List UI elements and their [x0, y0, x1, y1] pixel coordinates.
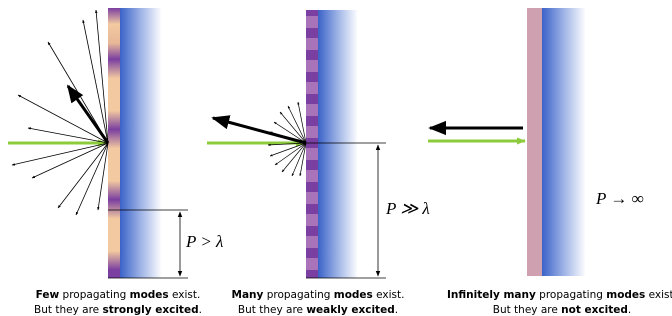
caption-segment: Many	[232, 289, 264, 301]
caption-line: But they are weakly excited.	[238, 304, 398, 316]
period-label: P → ∞	[595, 189, 644, 208]
caption-segment: propagating	[536, 289, 606, 301]
caption-segment: But they are	[493, 304, 561, 316]
caption-segment: modes	[130, 289, 169, 301]
substrate	[120, 8, 162, 278]
caption-line: Infinitely many propagating modes exist.	[447, 289, 672, 301]
caption-segment: But they are	[238, 304, 306, 316]
caption-segment: But they are	[34, 304, 102, 316]
panel-2	[207, 10, 386, 278]
caption-segment: propagating	[263, 289, 333, 301]
panel-3	[428, 8, 586, 276]
diffracted-rays	[12, 10, 108, 215]
panel-1	[8, 8, 188, 278]
substrate	[318, 10, 358, 278]
period-label: P ≫ λ	[385, 199, 430, 218]
caption-segment: Few	[36, 289, 60, 301]
caption-segment: propagating	[59, 289, 129, 301]
caption-segment: .	[199, 304, 202, 316]
caption-segment: .	[628, 304, 631, 316]
period-label: P > λ	[185, 232, 223, 251]
diagram: P > λ Few propagating modes exist. But the…	[0, 0, 672, 316]
main-ray	[213, 118, 306, 143]
caption-segment: weakly excited	[306, 304, 394, 316]
caption-segment: modes	[606, 289, 645, 301]
caption-line: But they are not excited.	[493, 304, 632, 316]
caption-line: Many propagating modes exist.	[232, 289, 405, 301]
substrate	[542, 8, 586, 276]
caption-segment: Infinitely many	[447, 289, 536, 301]
caption-segment: exist.	[169, 289, 201, 301]
caption-segment: not excited	[561, 304, 628, 316]
caption-segment: exist.	[645, 289, 672, 301]
caption-segment: .	[395, 304, 398, 316]
caption-segment: strongly excited	[102, 304, 198, 316]
grating	[108, 8, 120, 278]
caption-line: Few propagating modes exist.	[36, 289, 201, 301]
film	[527, 8, 542, 276]
grating	[306, 10, 318, 278]
caption-segment: exist.	[373, 289, 405, 301]
caption-line: But they are strongly excited.	[34, 304, 202, 316]
caption-segment: modes	[334, 289, 373, 301]
